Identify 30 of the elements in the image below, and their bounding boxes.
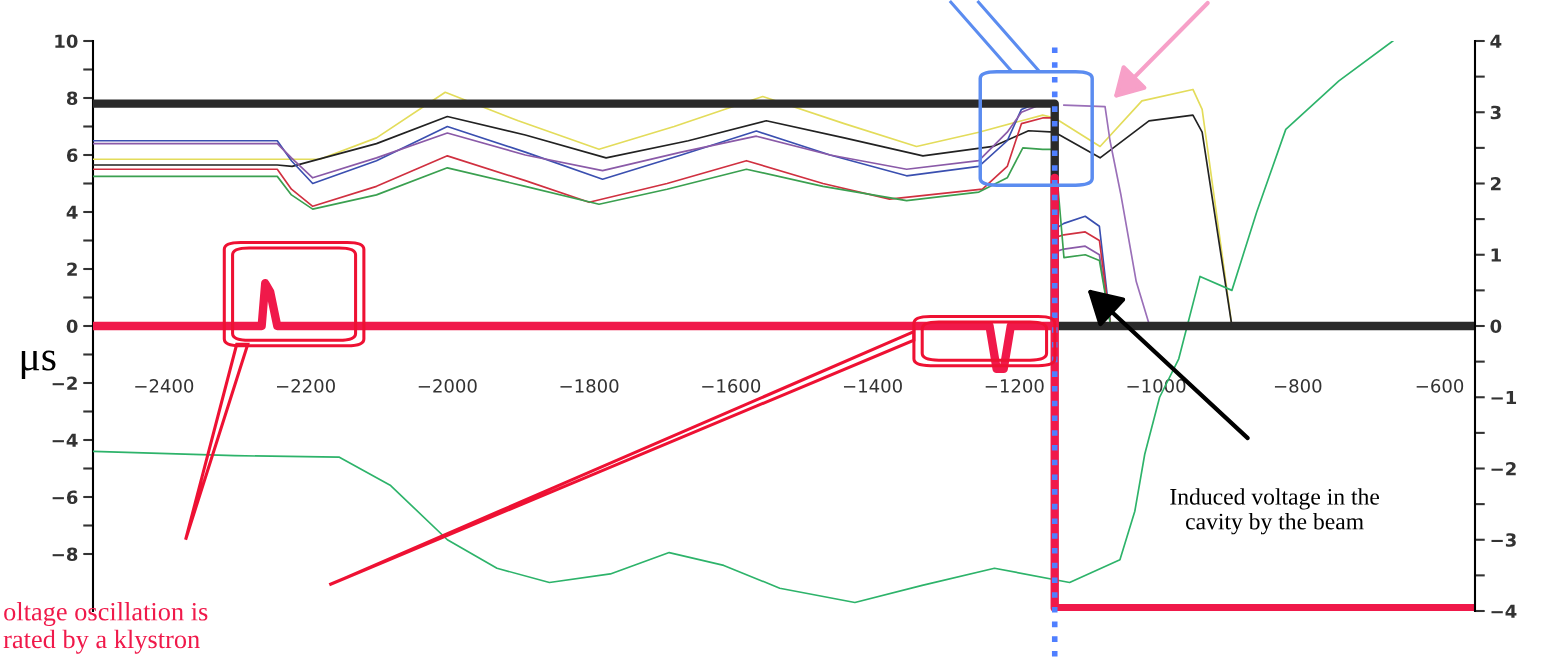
x-tick-label: −1200 <box>985 379 1044 393</box>
y-tick-label: 2 <box>67 262 77 276</box>
y-tick-label: 8 <box>66 91 78 106</box>
y2-tick-label: 1 <box>1491 248 1501 262</box>
y2-tick-label: −4 <box>1491 604 1517 618</box>
y-tick-label: 0 <box>66 319 78 334</box>
x-tick-label: −1800 <box>560 379 619 393</box>
annotation: oltage oscillation is rated by a klystron <box>3 602 208 654</box>
y-tick-label: 10 <box>55 34 78 49</box>
x-tick-label: −1600 <box>702 379 761 393</box>
y-tick-label: 6 <box>66 148 78 163</box>
y2-tick-label: 4 <box>1490 34 1502 48</box>
y2-tick-label: −3 <box>1491 533 1516 547</box>
x-tick-label: −2000 <box>418 379 477 393</box>
x-tick-label: −600 <box>1416 379 1464 393</box>
y2-tick-label: 3 <box>1490 105 1501 120</box>
line-series <box>93 41 1394 604</box>
y2-tick-label: −2 <box>1491 461 1516 476</box>
x-tick-label: −2400 <box>135 379 194 393</box>
y-tick-label: 4 <box>66 205 78 219</box>
x-tick-label: −800 <box>1274 379 1322 393</box>
x-tick-label: −1400 <box>843 379 902 393</box>
y2-tick-label: 0 <box>1490 319 1502 334</box>
y-tick-label: −6 <box>52 490 78 505</box>
y-tick-label: −4 <box>52 433 78 447</box>
x-tick-label: −2200 <box>276 379 335 393</box>
y2-tick-label: −1 <box>1491 390 1517 405</box>
y-tick-label: −8 <box>52 547 78 562</box>
annotation: Induced voltage in the cavity by the beam <box>1170 488 1380 535</box>
y2-tick-label: 2 <box>1491 176 1501 191</box>
